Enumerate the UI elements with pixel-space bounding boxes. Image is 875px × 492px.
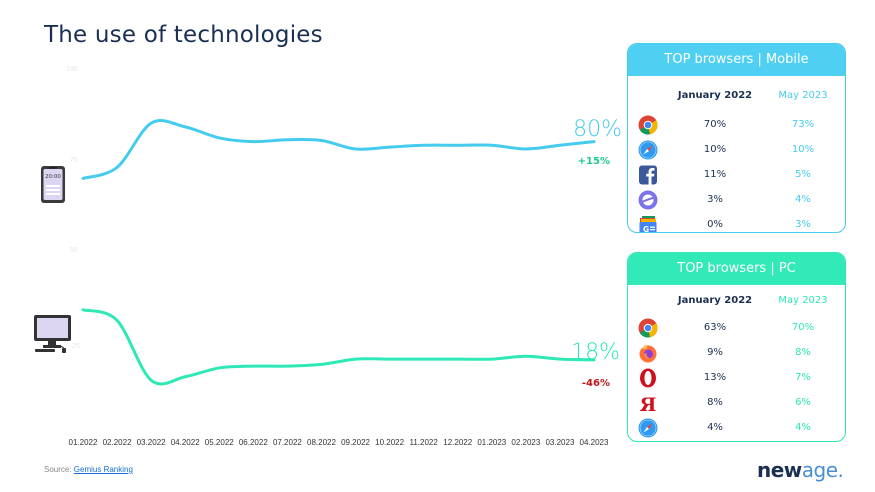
safari-icon bbox=[638, 140, 658, 159]
x-tick-label: 02.2023 bbox=[511, 438, 540, 447]
x-tick-label: 06.2022 bbox=[239, 438, 268, 447]
x-tick-label: 07.2022 bbox=[273, 438, 302, 447]
jan-value: 70% bbox=[703, 119, 727, 130]
may-value: 5% bbox=[795, 169, 811, 180]
newage-logo: newage. bbox=[757, 458, 844, 482]
browser-row: Я 8% 6% bbox=[628, 390, 845, 415]
mobile-chart: 100 75 80% +15% 20:00 bbox=[41, 66, 622, 203]
chrome-icon bbox=[638, 115, 658, 135]
yandex-icon: Я bbox=[640, 394, 657, 413]
svg-text:20:00: 20:00 bbox=[45, 174, 61, 180]
source-link[interactable]: Gemius Ranking bbox=[73, 465, 133, 474]
facebook-icon bbox=[639, 165, 657, 184]
browser-row: G 0% 3% bbox=[628, 212, 845, 234]
mobile-card-title: TOP browsers | Mobile bbox=[628, 44, 845, 76]
samsung-internet-icon bbox=[638, 190, 658, 209]
mobile-browsers-card: TOP browsers | Mobile January 2022 May 2… bbox=[627, 43, 846, 233]
pc-chart: 50 25 18% -46% bbox=[34, 247, 620, 389]
source-prefix: Source: bbox=[44, 465, 74, 474]
x-tick-label: 02.2022 bbox=[103, 438, 132, 447]
may-value: 7% bbox=[795, 372, 811, 383]
jan-value: 10% bbox=[703, 144, 727, 155]
may-value: 70% bbox=[791, 322, 815, 333]
may-value: 6% bbox=[795, 397, 811, 408]
desktop-computer-icon bbox=[34, 315, 71, 353]
column-header-jan-2022: January 2022 bbox=[677, 294, 753, 306]
x-tick-label: 10.2022 bbox=[375, 438, 404, 447]
pc-end-value: 18% bbox=[571, 340, 620, 365]
y-tick-label: 25 bbox=[72, 343, 80, 350]
x-tick-label: 11.2022 bbox=[410, 438, 439, 447]
pc-series-line bbox=[81, 308, 596, 386]
x-tick-label: 12.2022 bbox=[443, 438, 472, 447]
mobile-change: +15% bbox=[578, 156, 610, 167]
pc-browsers-card: TOP browsers | PC January 2022 May 2023 … bbox=[627, 252, 846, 442]
may-value: 4% bbox=[795, 422, 811, 433]
x-tick-label: 09.2022 bbox=[341, 438, 370, 447]
pc-card-title: TOP browsers | PC bbox=[628, 253, 845, 285]
jan-value: 4% bbox=[707, 422, 723, 433]
browser-row: 63% 70% bbox=[628, 315, 845, 340]
browser-row: 11% 5% bbox=[628, 162, 845, 187]
chrome-icon bbox=[638, 318, 658, 338]
browser-row: 3% 4% bbox=[628, 187, 845, 212]
column-header-jan-2022: January 2022 bbox=[677, 89, 753, 101]
y-tick-label: 50 bbox=[70, 247, 78, 254]
browser-row: 13% 7% bbox=[628, 365, 845, 390]
jan-value: 9% bbox=[707, 347, 723, 358]
mobile-end-value: 80% bbox=[573, 117, 622, 142]
google-news-icon: G bbox=[639, 215, 657, 234]
jan-value: 11% bbox=[703, 169, 727, 180]
y-tick-label: 100 bbox=[66, 66, 78, 73]
opera-icon bbox=[640, 368, 656, 387]
svg-text:Я: Я bbox=[640, 394, 657, 413]
browser-row: 4% 4% bbox=[628, 415, 845, 440]
x-axis: 01.2022 02.2022 03.2022 04.2022 05.2022 06.20… bbox=[69, 438, 609, 447]
browser-row: 9% 8% bbox=[628, 340, 845, 365]
may-value: 73% bbox=[791, 119, 815, 130]
smartphone-icon: 20:00 bbox=[41, 166, 65, 203]
firefox-icon bbox=[639, 344, 657, 362]
column-header-may-2023: May 2023 bbox=[778, 294, 828, 306]
may-value: 4% bbox=[795, 194, 811, 205]
source-note: Source: Gemius Ranking bbox=[44, 465, 133, 474]
x-tick-label: 08.2022 bbox=[307, 438, 336, 447]
svg-text:G: G bbox=[643, 225, 649, 234]
jan-value: 8% bbox=[707, 397, 723, 408]
may-value: 3% bbox=[795, 219, 811, 230]
jan-value: 0% bbox=[707, 219, 723, 230]
x-tick-label: 01.2022 bbox=[69, 438, 98, 447]
logo-part: age. bbox=[801, 458, 844, 482]
x-tick-label: 05.2022 bbox=[205, 438, 234, 447]
browser-row: 10% 10% bbox=[628, 137, 845, 162]
may-value: 8% bbox=[795, 347, 811, 358]
browser-row: 70% 73% bbox=[628, 112, 845, 137]
x-tick-label: 03.2022 bbox=[137, 438, 166, 447]
jan-value: 13% bbox=[703, 372, 727, 383]
x-tick-label: 03.2023 bbox=[545, 438, 574, 447]
y-tick-label: 75 bbox=[70, 157, 78, 164]
jan-value: 63% bbox=[703, 322, 727, 333]
x-tick-label: 04.2023 bbox=[580, 438, 609, 447]
page-title: The use of technologies bbox=[44, 22, 323, 48]
logo-part: new bbox=[757, 458, 802, 482]
may-value: 10% bbox=[791, 144, 815, 155]
x-tick-label: 01.2023 bbox=[477, 438, 506, 447]
pc-change: -46% bbox=[582, 378, 610, 389]
safari-icon bbox=[638, 418, 658, 437]
jan-value: 3% bbox=[707, 194, 723, 205]
x-tick-label: 04.2022 bbox=[171, 438, 200, 447]
column-header-may-2023: May 2023 bbox=[778, 89, 828, 101]
mobile-series-line bbox=[81, 119, 596, 180]
